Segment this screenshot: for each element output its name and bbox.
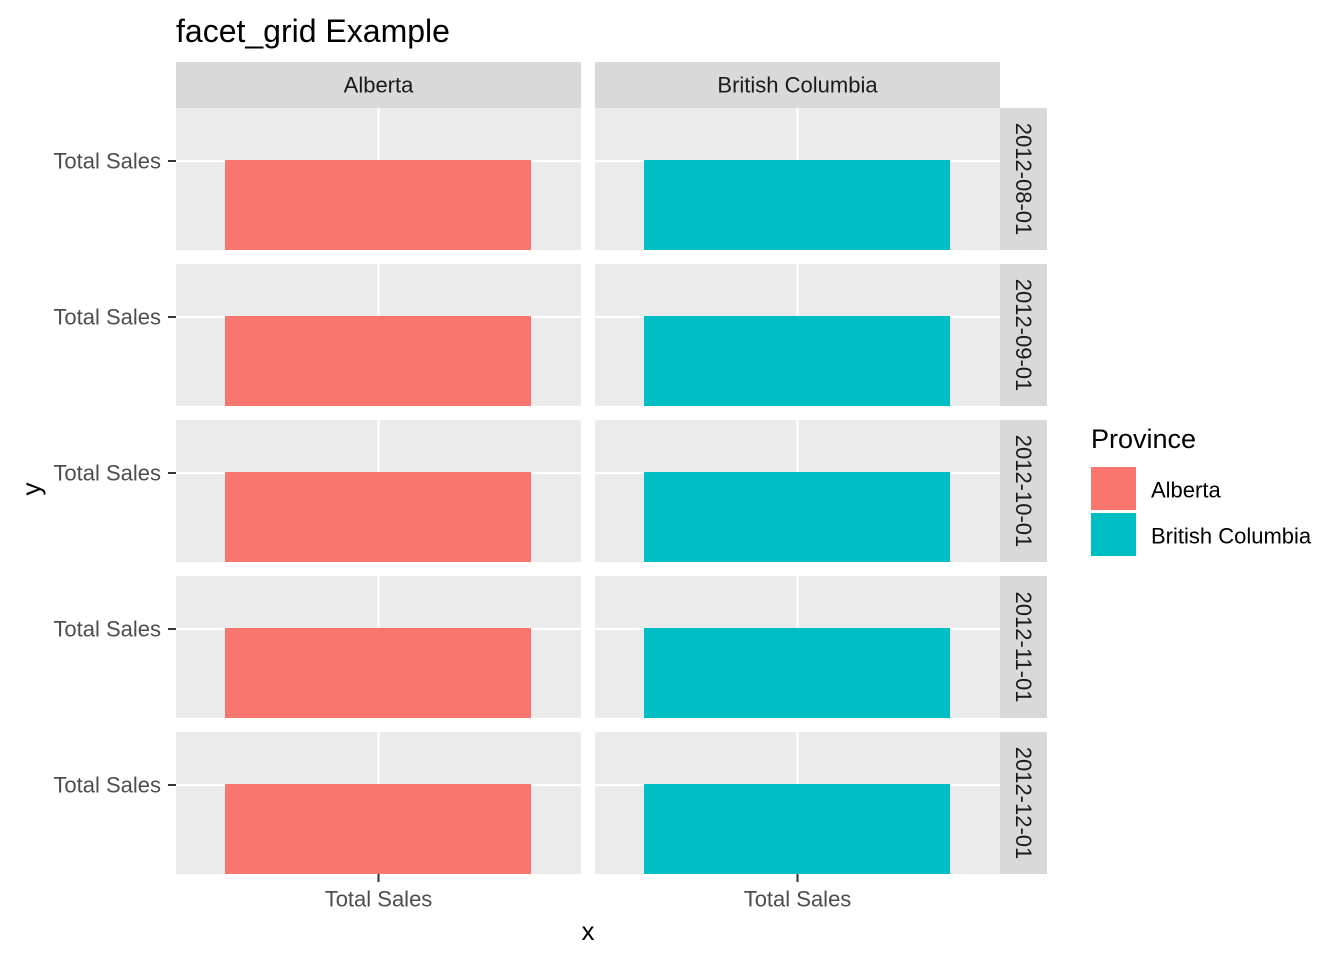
bar — [644, 628, 950, 718]
row-strip: 2012-12-01 — [1000, 732, 1047, 874]
y-tick-label: Total Sales — [53, 617, 161, 642]
row-strip-label: 2012-11-01 — [1011, 592, 1036, 703]
x-axis: Total Sales Total Sales — [325, 874, 852, 912]
facet-panel — [176, 108, 581, 250]
x-tick-label: Total Sales — [325, 887, 433, 912]
facet-panel — [176, 576, 581, 718]
row-strip-label: 2012-08-01 — [1011, 123, 1036, 236]
y-tick-label: Total Sales — [53, 305, 161, 330]
facet-panel — [595, 576, 1000, 718]
row-strip-background — [1000, 420, 1047, 562]
bar — [225, 472, 531, 562]
bar — [225, 628, 531, 718]
bar — [225, 160, 531, 250]
row-strip-label: 2012-10-01 — [1011, 435, 1036, 548]
bar — [644, 784, 950, 874]
bar — [225, 316, 531, 406]
row-strip-background — [1000, 732, 1047, 874]
facet-panel — [176, 732, 581, 874]
column-strip: British Columbia — [595, 62, 1000, 108]
facet-panels — [176, 108, 1000, 874]
bar — [644, 160, 950, 250]
row-strip-background — [1000, 108, 1047, 250]
legend-entry: British Columbia — [1091, 513, 1312, 556]
column-strip: Alberta — [176, 62, 581, 108]
row-strip: 2012-09-01 — [1000, 264, 1047, 406]
row-strip: 2012-08-01 — [1000, 108, 1047, 250]
y-tick-label: Total Sales — [53, 149, 161, 174]
x-tick-label: Total Sales — [744, 887, 852, 912]
bar — [644, 472, 950, 562]
bar — [644, 316, 950, 406]
legend-key — [1091, 513, 1136, 556]
facet-panel — [595, 108, 1000, 250]
legend-key — [1091, 467, 1136, 510]
row-strip: 2012-10-01 — [1000, 420, 1047, 562]
y-tick-label: Total Sales — [53, 773, 161, 798]
facet-panel — [595, 420, 1000, 562]
legend-entry: Alberta — [1091, 467, 1221, 510]
y-axis: Total Sales Total Sales Total Sales Total S… — [53, 149, 176, 798]
facet-panel — [595, 732, 1000, 874]
legend: Province Alberta British Columbia — [1091, 424, 1312, 556]
facet-panel — [595, 264, 1000, 406]
legend-label: British Columbia — [1151, 524, 1312, 549]
column-strip-label: Alberta — [344, 73, 414, 98]
legend-title: Province — [1091, 424, 1196, 454]
column-strips: Alberta British Columbia — [176, 62, 1000, 108]
row-strip-label: 2012-09-01 — [1011, 279, 1036, 392]
column-strip-background — [176, 62, 581, 108]
y-tick-label: Total Sales — [53, 461, 161, 486]
column-strip-label: British Columbia — [717, 73, 878, 98]
facet-panel — [176, 420, 581, 562]
row-strip: 2012-11-01 — [1000, 576, 1047, 718]
row-strip-background — [1000, 264, 1047, 406]
x-axis-title: x — [582, 916, 595, 946]
bar — [225, 784, 531, 874]
chart-title: facet_grid Example — [176, 13, 450, 49]
row-strip-background — [1000, 576, 1047, 718]
y-axis-title: y — [16, 483, 46, 496]
legend-label: Alberta — [1151, 478, 1221, 503]
row-strips: 2012-08-01 2012-09-01 2012-10-01 2012-11-01… — [1000, 108, 1047, 874]
column-strip-background — [595, 62, 1000, 108]
row-strip-label: 2012-12-01 — [1011, 747, 1036, 860]
facet-panel — [176, 264, 581, 406]
